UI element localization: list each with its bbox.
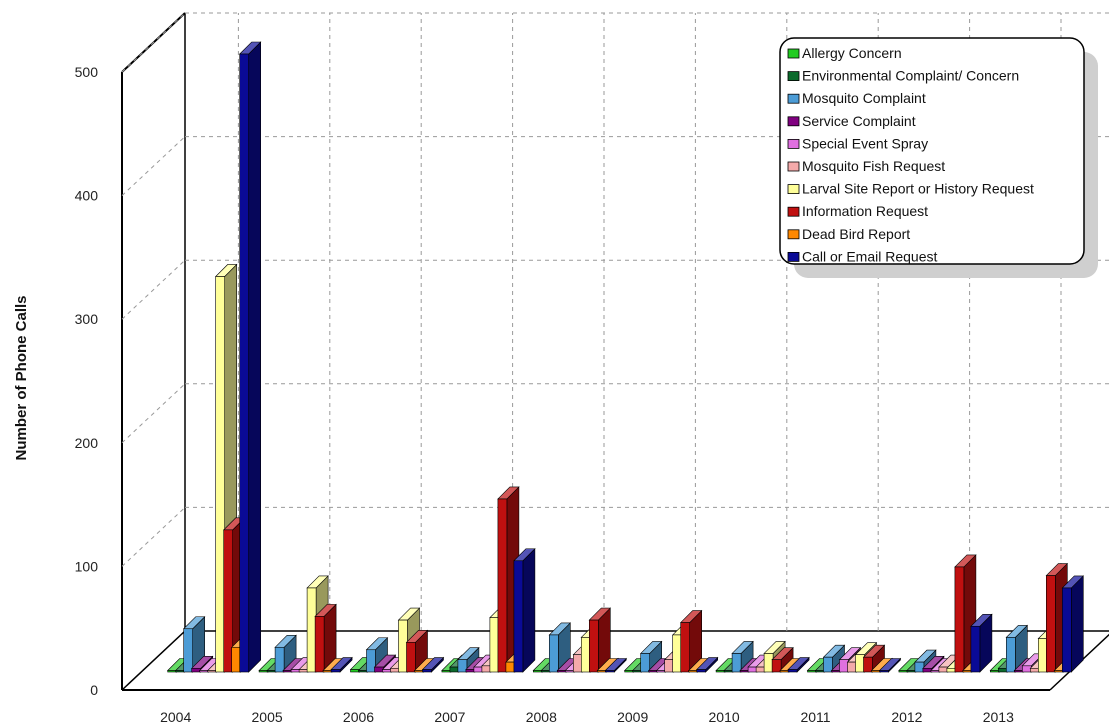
bar <box>695 656 719 673</box>
y-tick-label: 200 <box>75 435 99 451</box>
bar <box>771 646 794 673</box>
y-tick-label: 100 <box>75 558 99 574</box>
bar <box>639 640 663 673</box>
legend-label: Service Complaint <box>802 113 916 129</box>
legend-swatch <box>787 138 800 149</box>
bar <box>513 548 536 673</box>
legend-swatch <box>787 116 800 127</box>
legend-label: Mosquito Fish Request <box>802 158 945 174</box>
legend-swatch <box>787 206 800 217</box>
legend-swatch <box>787 93 800 104</box>
x-tick-label: 2004 <box>160 709 191 725</box>
legend-label: Information Request <box>802 203 928 219</box>
y-tick-label: 0 <box>90 682 98 698</box>
y-tick-label: 500 <box>75 64 99 80</box>
bar <box>421 656 445 673</box>
legend-label: Environmental Complaint/ Concern <box>802 68 1019 84</box>
bar <box>330 656 353 673</box>
x-tick-label: 2009 <box>617 709 648 725</box>
legend-label: Allergy Concern <box>802 45 902 61</box>
x-tick-label: 2012 <box>891 709 922 725</box>
legend-box <box>779 37 1085 265</box>
legend-swatch <box>787 229 800 240</box>
bar <box>822 644 846 673</box>
y-tick-label: 400 <box>75 188 99 204</box>
legend-label: Call or Email Request <box>802 248 937 264</box>
y-axis-ticks: 0 100 200 300 400 500 <box>75 64 99 698</box>
legend-swatch <box>787 251 800 262</box>
x-tick-label: 2013 <box>983 709 1014 725</box>
bar <box>588 607 612 673</box>
x-tick-label: 2008 <box>526 709 557 725</box>
bar <box>731 640 754 673</box>
bar <box>878 657 902 673</box>
y-tick-label: 300 <box>75 311 99 327</box>
bar <box>1061 575 1085 673</box>
bar <box>604 657 628 673</box>
legend-swatch <box>787 184 800 195</box>
bar <box>238 41 262 673</box>
x-tick-label: 2010 <box>709 709 740 725</box>
bar <box>787 656 810 673</box>
bar <box>548 622 572 673</box>
legend-swatch <box>787 161 800 172</box>
bars <box>166 41 1085 673</box>
legend-swatch <box>787 71 800 81</box>
legend-label: Larval Site Report or History Request <box>802 181 1034 197</box>
legend-label: Special Event Spray <box>802 135 928 151</box>
x-tick-label: 2011 <box>800 709 830 725</box>
x-axis-ticks: 2004 2005 2006 2007 2008 2009 2010 2011 2012 2013 <box>160 709 1014 725</box>
legend: Allergy Concern Environmental Complaint/ … <box>779 37 1098 278</box>
x-tick-label: 2007 <box>434 709 465 725</box>
legend-swatch <box>787 48 800 59</box>
bar <box>970 613 993 673</box>
legend-label: Dead Bird Report <box>802 226 910 242</box>
x-tick-label: 2006 <box>343 709 374 725</box>
x-tick-label: 2005 <box>252 709 283 725</box>
y-axis-label: Number of Phone Calls <box>13 295 30 460</box>
bar <box>314 603 337 673</box>
legend-label: Mosquito Complaint <box>802 90 926 106</box>
bar <box>679 609 703 673</box>
